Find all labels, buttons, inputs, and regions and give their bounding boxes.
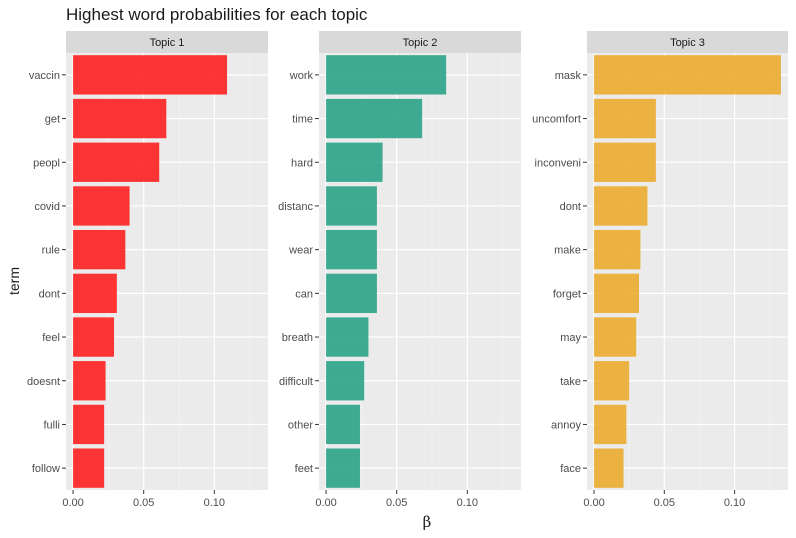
- bar-face: [594, 448, 624, 488]
- bar-other: [326, 404, 360, 445]
- facet-strip: [319, 31, 521, 53]
- y-tick-label: take: [560, 376, 581, 388]
- bar-inconveni: [594, 142, 656, 182]
- y-tick-label: get: [45, 114, 60, 126]
- bar-get: [73, 98, 167, 139]
- facet-strip-label: Topic 2: [403, 37, 438, 49]
- bar-can: [326, 273, 377, 314]
- bar-may: [594, 317, 637, 357]
- facet-strip: [66, 31, 268, 53]
- x-tick-label: 0.05: [133, 497, 154, 509]
- facet-panels: Topic 1 0.00 0.05 0.10 vaccin get peopl covid ru…: [27, 31, 788, 509]
- x-tick-label: 0.10: [204, 497, 225, 509]
- y-tick-label: peopl: [33, 157, 60, 169]
- bar-fulli: [73, 404, 105, 445]
- y-tick-label: covid: [34, 201, 60, 213]
- bar-peopl: [73, 142, 160, 182]
- y-tick-label: time: [292, 114, 313, 126]
- y-tick-label: other: [288, 419, 313, 431]
- facet-panel-1: Topic 1 0.00 0.05 0.10 vaccin get peopl covid ru…: [27, 31, 268, 509]
- y-tick-label: feet: [295, 463, 313, 475]
- y-tick-label: face: [560, 463, 581, 475]
- y-tick-label: uncomfort: [532, 114, 581, 126]
- bar-feel: [73, 317, 115, 357]
- bar-mask: [594, 55, 781, 95]
- bar-feet: [326, 448, 360, 488]
- bar-hard: [326, 142, 383, 182]
- y-tick-label: work: [289, 70, 314, 82]
- facet-strip-label: Topic 1: [150, 37, 185, 49]
- facet-panel-3: Topic 3 0.00 0.05 0.10 mask uncomfort inconven…: [532, 31, 788, 509]
- y-tick-label: forget: [553, 288, 581, 300]
- bar-difficult: [326, 361, 365, 401]
- facet-strip: [587, 31, 788, 53]
- x-tick-label: 0.00: [315, 497, 336, 509]
- y-tick-label: follow: [32, 463, 60, 475]
- y-tick-label: may: [560, 332, 581, 344]
- chart-title: Highest word probabilities for each topi…: [66, 5, 368, 24]
- y-tick-label: make: [554, 245, 581, 257]
- bar-work: [326, 55, 447, 95]
- bar-distanc: [326, 186, 377, 226]
- bar-dont: [594, 186, 648, 226]
- y-tick-label: hard: [291, 157, 313, 169]
- bar-wear: [326, 229, 377, 270]
- bar-breath: [326, 317, 369, 357]
- bar-rule: [73, 229, 126, 270]
- x-tick-label: 0.05: [654, 497, 675, 509]
- x-tick-label: 0.00: [583, 497, 604, 509]
- y-tick-label: doesnt: [27, 376, 60, 388]
- x-tick-label: 0.05: [386, 497, 407, 509]
- y-tick-label: fulli: [43, 419, 60, 431]
- y-tick-label: difficult: [279, 376, 313, 388]
- x-tick-label: 0.10: [457, 497, 478, 509]
- bar-vaccin: [73, 55, 228, 95]
- bar-uncomfort: [594, 98, 656, 139]
- y-axis-title: term: [6, 267, 22, 295]
- y-tick-label: inconveni: [535, 157, 581, 169]
- y-tick-label: annoy: [551, 419, 581, 431]
- x-tick-label: 0.10: [724, 497, 745, 509]
- x-axis-title: β: [423, 513, 432, 531]
- y-tick-label: breath: [282, 332, 313, 344]
- y-tick-label: wear: [288, 245, 313, 257]
- y-tick-label: feel: [42, 332, 60, 344]
- facet-strip-label: Topic 3: [670, 37, 705, 49]
- bar-covid: [73, 186, 130, 226]
- y-tick-label: mask: [555, 70, 582, 82]
- y-tick-label: distanc: [278, 201, 313, 213]
- y-tick-label: vaccin: [29, 70, 60, 82]
- y-tick-label: dont: [39, 288, 60, 300]
- bar-make: [594, 229, 641, 270]
- bar-doesnt: [73, 361, 106, 401]
- bar-take: [594, 361, 630, 401]
- bar-follow: [73, 448, 105, 488]
- y-tick-label: can: [295, 288, 313, 300]
- bar-forget: [594, 273, 640, 314]
- y-tick-label: dont: [560, 201, 581, 213]
- x-tick-label: 0.00: [62, 497, 83, 509]
- facet-panel-2: Topic 2 0.00 0.05 0.10 work time hard distanc we…: [278, 31, 521, 509]
- bar-dont: [73, 273, 117, 314]
- bar-time: [326, 98, 423, 139]
- bar-annoy: [594, 404, 627, 445]
- y-tick-label: rule: [42, 245, 60, 257]
